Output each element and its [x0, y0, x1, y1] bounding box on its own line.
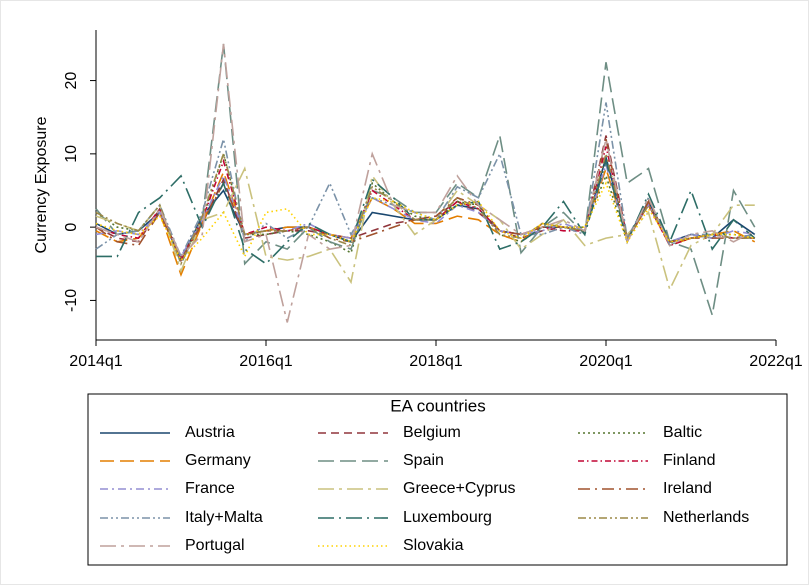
series-line — [95, 166, 755, 292]
legend-label: Belgium — [403, 424, 461, 441]
x-tick-label: 2014q1 — [69, 353, 122, 370]
y-tick-label: 10 — [63, 145, 80, 163]
legend-label: Luxembourg — [403, 509, 492, 526]
series-line — [95, 43, 756, 323]
legend-label: France — [185, 480, 235, 497]
y-tick-label: 0 — [63, 223, 80, 232]
y-axis-label: Currency Exposure — [33, 116, 50, 253]
legend-label: Finland — [663, 452, 715, 469]
x-tick-label: 2018q1 — [409, 353, 462, 370]
series-line — [95, 181, 755, 262]
legend-label: Austria — [185, 424, 235, 441]
series-line — [95, 139, 755, 262]
legend-label: Ireland — [663, 480, 712, 497]
legend-label: Italy+Malta — [185, 509, 263, 526]
legend-label: Portugal — [185, 537, 245, 554]
legend-label: Slovakia — [403, 537, 464, 554]
x-tick-label: 2016q1 — [239, 353, 292, 370]
x-tick-label: 2022q1 — [749, 353, 802, 370]
legend-title: EA countries — [390, 396, 485, 415]
legend-label: Germany — [185, 452, 251, 469]
legend-box — [87, 393, 788, 566]
y-tick-label: 20 — [63, 72, 80, 90]
legend-label: Netherlands — [663, 509, 749, 526]
series-line — [96, 158, 756, 265]
legend-label: Greece+Cyprus — [403, 480, 516, 497]
legend-label: Spain — [403, 452, 444, 469]
legend-label: Baltic — [663, 424, 702, 441]
y-tick-label: -10 — [63, 289, 80, 312]
x-tick-label: 2020q1 — [579, 353, 632, 370]
